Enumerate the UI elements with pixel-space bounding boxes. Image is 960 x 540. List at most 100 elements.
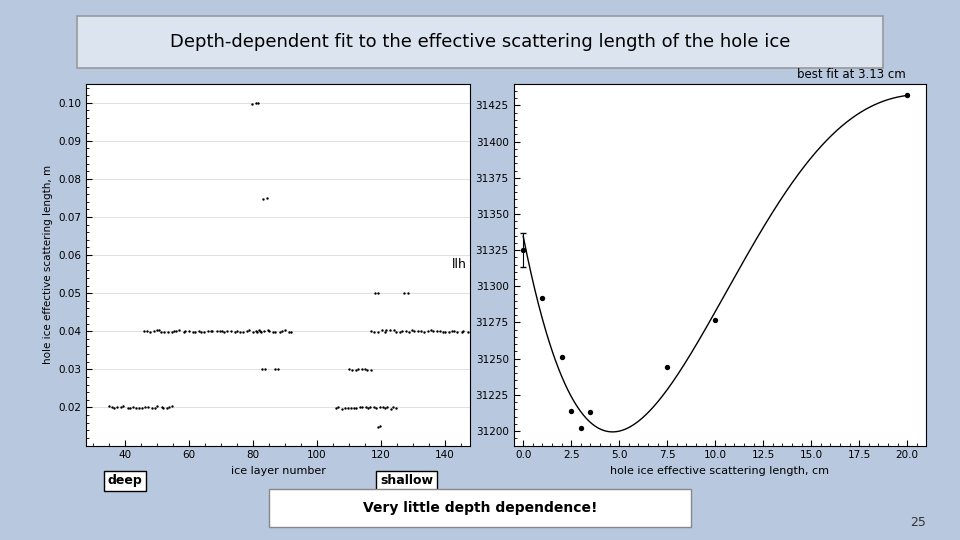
- Point: [334, 404, 349, 413]
- Point: [101, 402, 116, 411]
- Point: [252, 326, 267, 335]
- Text: best fit at 3.13 cm: best fit at 3.13 cm: [797, 68, 906, 81]
- Point: [612, 447, 627, 456]
- Point: [105, 403, 120, 411]
- Point: [164, 402, 180, 411]
- Point: [113, 403, 129, 411]
- Point: [229, 326, 245, 335]
- Point: [535, 294, 550, 302]
- Point: [423, 326, 439, 335]
- Point: [176, 328, 191, 336]
- Point: [900, 91, 915, 99]
- Point: [341, 364, 356, 373]
- Point: [432, 326, 447, 335]
- Point: [386, 403, 401, 411]
- Point: [456, 327, 471, 335]
- Point: [144, 404, 159, 413]
- Point: [348, 404, 364, 413]
- Point: [369, 403, 384, 412]
- Text: shallow: shallow: [380, 475, 433, 488]
- Point: [245, 99, 260, 108]
- Point: [217, 328, 232, 336]
- Point: [420, 326, 435, 335]
- Point: [371, 288, 386, 297]
- Point: [142, 328, 157, 336]
- Point: [160, 327, 176, 336]
- Point: [375, 402, 391, 411]
- Point: [232, 328, 248, 336]
- Point: [328, 404, 344, 413]
- Point: [191, 327, 206, 335]
- Point: [212, 327, 228, 335]
- Point: [348, 366, 363, 374]
- Point: [401, 328, 417, 336]
- Point: [223, 327, 238, 335]
- Point: [411, 326, 426, 335]
- Point: [367, 403, 382, 411]
- Point: [129, 403, 144, 412]
- Point: [164, 327, 180, 336]
- Point: [281, 327, 297, 336]
- Point: [250, 328, 265, 336]
- Point: [156, 404, 171, 413]
- Point: [367, 328, 382, 336]
- Point: [414, 327, 429, 335]
- FancyBboxPatch shape: [77, 16, 883, 68]
- Point: [256, 327, 272, 336]
- Point: [261, 327, 276, 335]
- X-axis label: ice layer number: ice layer number: [231, 466, 325, 476]
- Point: [254, 364, 270, 373]
- Point: [242, 326, 257, 335]
- Point: [573, 424, 588, 433]
- Point: [252, 326, 267, 335]
- Point: [442, 328, 457, 336]
- Point: [368, 289, 383, 298]
- Point: [386, 326, 401, 335]
- Point: [360, 366, 375, 374]
- Point: [268, 327, 283, 336]
- Point: [260, 326, 276, 335]
- Point: [449, 328, 465, 336]
- Point: [384, 404, 399, 413]
- Point: [273, 327, 288, 336]
- Point: [251, 99, 266, 107]
- X-axis label: hole ice effective scattering length, cm: hole ice effective scattering length, cm: [611, 466, 829, 476]
- Point: [275, 327, 290, 335]
- Point: [382, 326, 397, 334]
- Point: [245, 328, 260, 336]
- Point: [253, 328, 269, 336]
- Point: [156, 327, 172, 336]
- Point: [125, 403, 140, 411]
- Point: [136, 327, 152, 335]
- Y-axis label: hole ice effective scattering length, m: hole ice effective scattering length, m: [43, 165, 53, 364]
- Point: [139, 327, 155, 335]
- Text: Very little depth dependence!: Very little depth dependence!: [363, 501, 597, 515]
- Point: [564, 407, 579, 415]
- Point: [352, 402, 368, 411]
- Point: [354, 403, 370, 411]
- Point: [169, 326, 184, 335]
- Text: Depth-dependent fit to the effective scattering length of the hole ice: Depth-dependent fit to the effective sca…: [170, 33, 790, 51]
- Point: [345, 366, 360, 374]
- Point: [380, 402, 396, 411]
- Point: [373, 326, 389, 335]
- Point: [446, 327, 462, 335]
- Point: [200, 327, 215, 335]
- Point: [354, 364, 370, 373]
- Point: [140, 403, 156, 411]
- Point: [107, 404, 122, 413]
- Point: [196, 327, 211, 336]
- Point: [204, 327, 219, 336]
- Point: [154, 402, 169, 411]
- Point: [255, 194, 271, 203]
- Point: [438, 328, 453, 336]
- Point: [137, 402, 153, 411]
- Point: [193, 328, 208, 336]
- Point: [235, 328, 251, 336]
- Point: [204, 327, 220, 335]
- Point: [388, 404, 403, 413]
- Point: [149, 326, 164, 335]
- Point: [394, 327, 409, 335]
- Point: [181, 326, 197, 335]
- Point: [277, 326, 293, 334]
